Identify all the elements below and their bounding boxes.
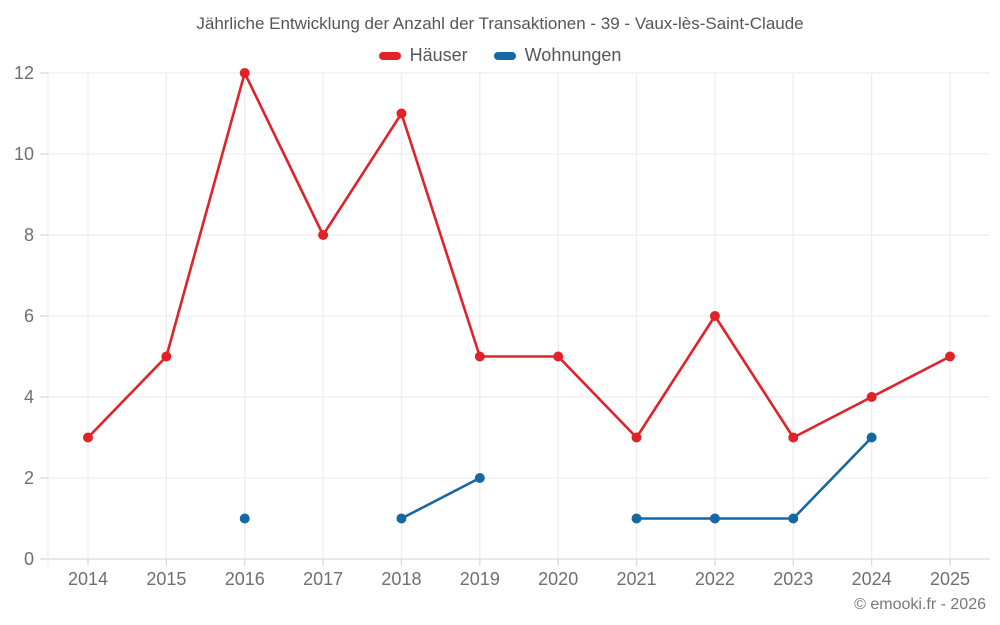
x-tick-label: 2021 xyxy=(617,569,657,589)
x-tick-label: 2019 xyxy=(460,569,500,589)
data-point-wohnungen-2019[interactable] xyxy=(474,473,485,483)
x-tick-label: 2022 xyxy=(695,569,735,589)
data-point-häuser-2022[interactable] xyxy=(709,311,720,321)
x-tick-label: 2024 xyxy=(852,569,892,589)
legend-swatch-wohnungen xyxy=(493,51,516,60)
data-point-wohnungen-2016[interactable] xyxy=(239,513,250,524)
y-tick-label: 4 xyxy=(24,387,34,407)
data-point-wohnungen-2023[interactable] xyxy=(788,513,799,524)
legend-label-hauser: Häuser xyxy=(409,45,468,65)
data-point-häuser-2014[interactable] xyxy=(83,432,93,443)
legend-item-hauser[interactable]: Häuser xyxy=(378,45,468,66)
y-tick-label: 2 xyxy=(24,468,34,488)
data-point-häuser-2018[interactable] xyxy=(396,108,407,119)
data-point-wohnungen-2022[interactable] xyxy=(709,513,720,524)
y-tick-label: 8 xyxy=(24,225,34,245)
data-point-häuser-2024[interactable] xyxy=(866,392,877,402)
series-line-wohnungen xyxy=(400,476,482,520)
x-tick-label: 2016 xyxy=(225,569,265,589)
data-point-wohnungen-2018[interactable] xyxy=(396,513,407,524)
data-point-häuser-2016[interactable] xyxy=(239,68,250,78)
legend-item-wohnungen[interactable]: Wohnungen xyxy=(493,45,622,66)
x-tick-label: 2014 xyxy=(68,569,108,589)
data-point-häuser-2020[interactable] xyxy=(553,351,564,362)
x-tick-label: 2025 xyxy=(930,569,970,589)
y-tick-label: 0 xyxy=(24,549,34,569)
x-tick-label: 2017 xyxy=(303,569,343,589)
data-point-häuser-2021[interactable] xyxy=(631,432,642,443)
data-point-wohnungen-2024[interactable] xyxy=(866,432,877,443)
y-tick-label: 12 xyxy=(14,63,34,83)
data-point-häuser-2019[interactable] xyxy=(474,351,485,362)
x-tick-label: 2023 xyxy=(773,569,813,589)
x-tick-label: 2015 xyxy=(146,569,186,589)
data-point-wohnungen-2021[interactable] xyxy=(631,513,642,524)
y-tick-label: 6 xyxy=(24,306,34,326)
chart-title: Jährliche Entwicklung der Anzahl der Tra… xyxy=(196,14,804,33)
x-tick-label: 2020 xyxy=(538,569,578,589)
legend-label-wohnungen: Wohnungen xyxy=(524,45,622,65)
series-line-häuser xyxy=(86,71,952,439)
data-point-häuser-2023[interactable] xyxy=(788,432,799,443)
copyright-footer: © emooki.fr - 2026 xyxy=(854,596,986,613)
x-tick-label: 2018 xyxy=(381,569,421,589)
legend-swatch-hauser xyxy=(378,51,401,60)
data-point-häuser-2025[interactable] xyxy=(945,351,955,362)
chart-legend: Häuser Wohnungen xyxy=(0,45,1000,66)
data-point-häuser-2017[interactable] xyxy=(318,230,329,240)
data-point-häuser-2015[interactable] xyxy=(161,351,172,362)
y-tick-label: 10 xyxy=(14,144,34,164)
series-line-wohnungen xyxy=(635,436,873,520)
